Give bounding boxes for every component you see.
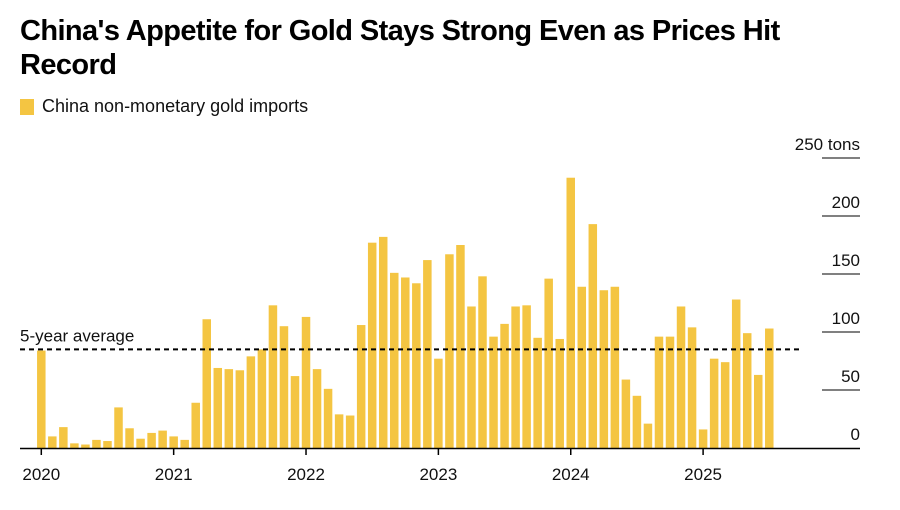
bar-2022-08 [378, 236, 388, 448]
average-line-label: 5-year average [20, 326, 134, 345]
bar-2024-06 [621, 379, 631, 448]
bar-2020-04 [70, 443, 79, 448]
bar-2024-04 [599, 290, 609, 448]
bar-2021-07 [235, 370, 245, 448]
bar-2024-02 [577, 286, 587, 448]
bar-2021-09 [257, 349, 267, 448]
legend: China non-monetary gold imports [20, 96, 308, 117]
bar-2021-03 [191, 402, 200, 448]
bar-2023-04 [467, 306, 476, 448]
bar-2022-07 [367, 242, 377, 448]
y-tick-label-0: 0 [851, 425, 860, 444]
bar-2023-06 [489, 336, 498, 448]
bar-2022-12 [423, 260, 432, 448]
bar-2024-07 [632, 395, 642, 448]
bar-2025-03 [720, 362, 730, 448]
bar-2024-08 [643, 423, 653, 448]
bar-2021-10 [268, 305, 278, 448]
bar-2021-06 [224, 369, 234, 448]
bar-2020-09 [125, 428, 134, 448]
bar-2022-09 [390, 272, 399, 448]
bar-2020-03 [59, 427, 68, 448]
bar-2022-02 [312, 369, 322, 448]
bar-2022-05 [345, 415, 355, 448]
bar-2025-01 [698, 429, 708, 448]
bar-2021-04 [202, 319, 211, 448]
bar-2025-06 [754, 374, 763, 448]
y-tick-label-250: 250 tons [795, 135, 860, 154]
bar-2023-02 [445, 254, 454, 448]
bar-2021-08 [246, 356, 256, 448]
bar-2021-12 [290, 376, 300, 448]
x-tick-label-2021: 2021 [155, 465, 193, 484]
bar-2024-12 [687, 327, 697, 448]
y-tick-label-100: 100 [832, 309, 860, 328]
x-tick-label-2025: 2025 [684, 465, 722, 484]
bar-2023-10 [533, 337, 542, 448]
bar-2022-11 [412, 283, 421, 448]
bar-2023-05 [478, 276, 487, 448]
bar-2021-05 [213, 367, 223, 448]
y-tick-label-200: 200 [832, 193, 860, 212]
bar-2020-02 [48, 436, 57, 448]
bar-2024-10 [665, 336, 675, 448]
bar-2021-02 [180, 439, 189, 448]
bar-2020-10 [136, 438, 145, 448]
bar-2022-04 [334, 414, 344, 448]
bar-2023-12 [555, 338, 564, 448]
bar-2020-01 [37, 350, 46, 448]
bar-2023-09 [522, 305, 531, 448]
bar-2025-02 [709, 358, 719, 448]
bar-2022-01 [301, 316, 311, 448]
bar-2023-03 [456, 245, 465, 448]
bar-2022-10 [401, 277, 410, 448]
x-tick-label-2022: 2022 [287, 465, 325, 484]
bar-2024-09 [654, 336, 664, 448]
bar-2021-11 [279, 326, 289, 448]
bar-2020-11 [147, 432, 156, 448]
bar-2020-12 [158, 430, 167, 448]
bar-2022-06 [356, 325, 366, 448]
bar-2020-07 [103, 441, 112, 448]
bar-2023-11 [544, 278, 553, 448]
bar-2024-03 [588, 224, 598, 448]
bar-2024-11 [676, 306, 686, 448]
bar-2025-05 [742, 333, 752, 448]
x-tick-label-2023: 2023 [419, 465, 457, 484]
bar-2021-01 [169, 436, 178, 448]
legend-label: China non-monetary gold imports [42, 96, 309, 116]
legend-swatch [20, 98, 34, 115]
bar-2024-01 [566, 177, 575, 448]
bar-2023-07 [500, 323, 509, 448]
bar-2020-05 [81, 444, 90, 448]
y-tick-label-150: 150 [832, 251, 860, 270]
bar-2025-07 [765, 328, 774, 448]
bar-2025-04 [731, 299, 741, 448]
bar-2023-08 [511, 306, 520, 448]
bar-2020-08 [114, 407, 123, 448]
bar-2020-06 [92, 439, 101, 448]
y-tick-label-50: 50 [841, 367, 860, 386]
bar-2022-03 [323, 388, 333, 448]
bar-2023-01 [434, 358, 443, 448]
bar-2024-05 [610, 286, 620, 448]
x-tick-label-2020: 2020 [22, 465, 60, 484]
chart-title: China's Appetite for Gold Stays Strong E… [20, 15, 780, 81]
x-tick-label-2024: 2024 [552, 465, 590, 484]
